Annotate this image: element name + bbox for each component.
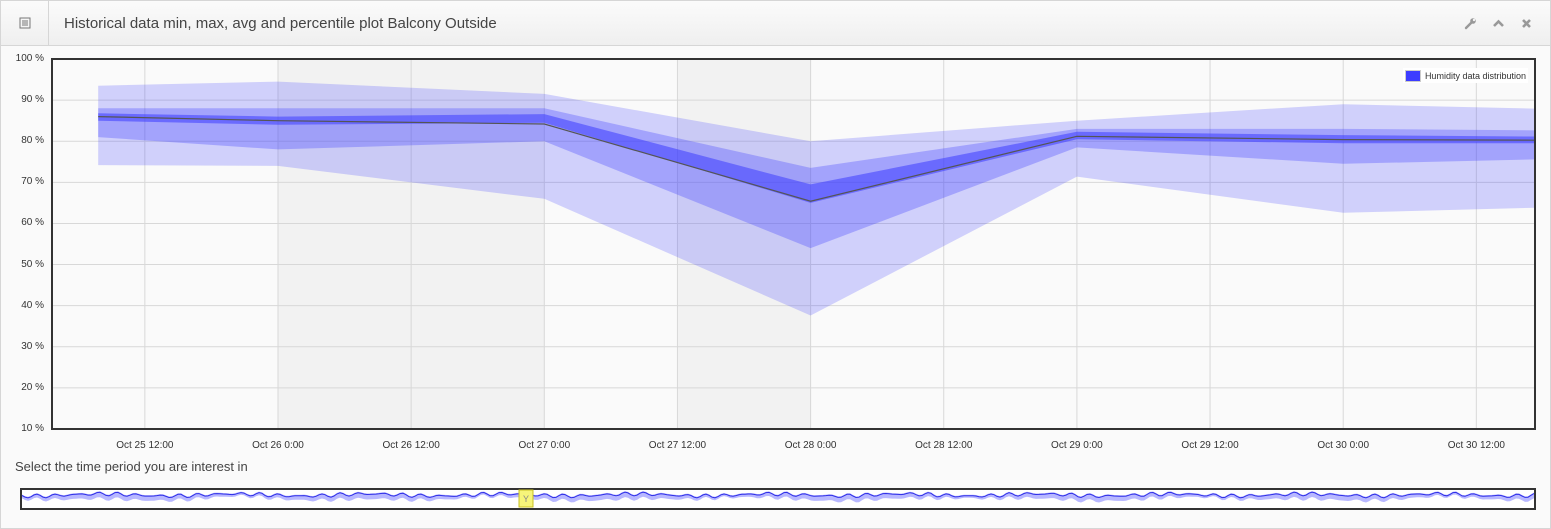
y-tick-label: 30 % [21, 340, 44, 352]
x-tick-label: Oct 30 12:00 [1447, 440, 1505, 451]
average-line [98, 116, 1535, 202]
x-tick-label: Oct 26 0:00 [252, 440, 304, 451]
y-tick-label: 100 % [15, 53, 44, 64]
page-title: Historical data min, max, avg and percen… [64, 15, 497, 32]
x-tick-label: Oct 28 0:00 [784, 440, 837, 451]
navigator-handle[interactable] [518, 489, 534, 508]
x-tick-label: Oct 28 12:00 [915, 440, 973, 451]
chart-legend: Humidity data distribution [1402, 68, 1528, 83]
average-line-path [98, 116, 1535, 202]
chevron-up-icon[interactable] [1490, 15, 1506, 31]
y-tick-label: 90 % [21, 94, 44, 106]
y-tick-label: 20 % [21, 381, 44, 393]
plot-frame [51, 58, 1536, 430]
band-p10-p90 [98, 108, 1535, 249]
y-tick-label: 10 % [21, 423, 44, 434]
band-p25-p75 [98, 113, 1535, 203]
x-tick-label: Oct 27 0:00 [518, 440, 571, 451]
x-tick-label: Oct 27 12:00 [648, 440, 707, 451]
x-tick-label: Oct 26 12:00 [382, 440, 440, 451]
legend-label: Humidity data distribution [1424, 70, 1526, 81]
x-tick-label: Oct 25 12:00 [116, 440, 174, 451]
shaded-period-1 [677, 59, 811, 429]
y-tick-label: 40 % [21, 299, 44, 311]
x-tick-label: Oct 29 12:00 [1181, 440, 1239, 451]
y-tick-label: 60 % [21, 217, 44, 229]
y-tick-label: 80 % [21, 135, 44, 147]
widget-header: Historical data min, max, avg and percen… [1, 1, 1550, 46]
x-tick-label: Oct 30 0:00 [1317, 440, 1370, 451]
x-tick-label: Oct 29 0:00 [1051, 440, 1103, 451]
time-selector-label: Select the time period you are interest … [15, 459, 248, 474]
distribution-bands [98, 81, 1535, 316]
y-tick-label: 70 % [21, 176, 44, 188]
wrench-icon[interactable] [1462, 15, 1478, 31]
list-icon[interactable] [1, 1, 49, 45]
y-tick-label: 50 % [21, 258, 44, 270]
legend-swatch [1404, 69, 1421, 82]
close-icon[interactable] [1518, 15, 1534, 31]
